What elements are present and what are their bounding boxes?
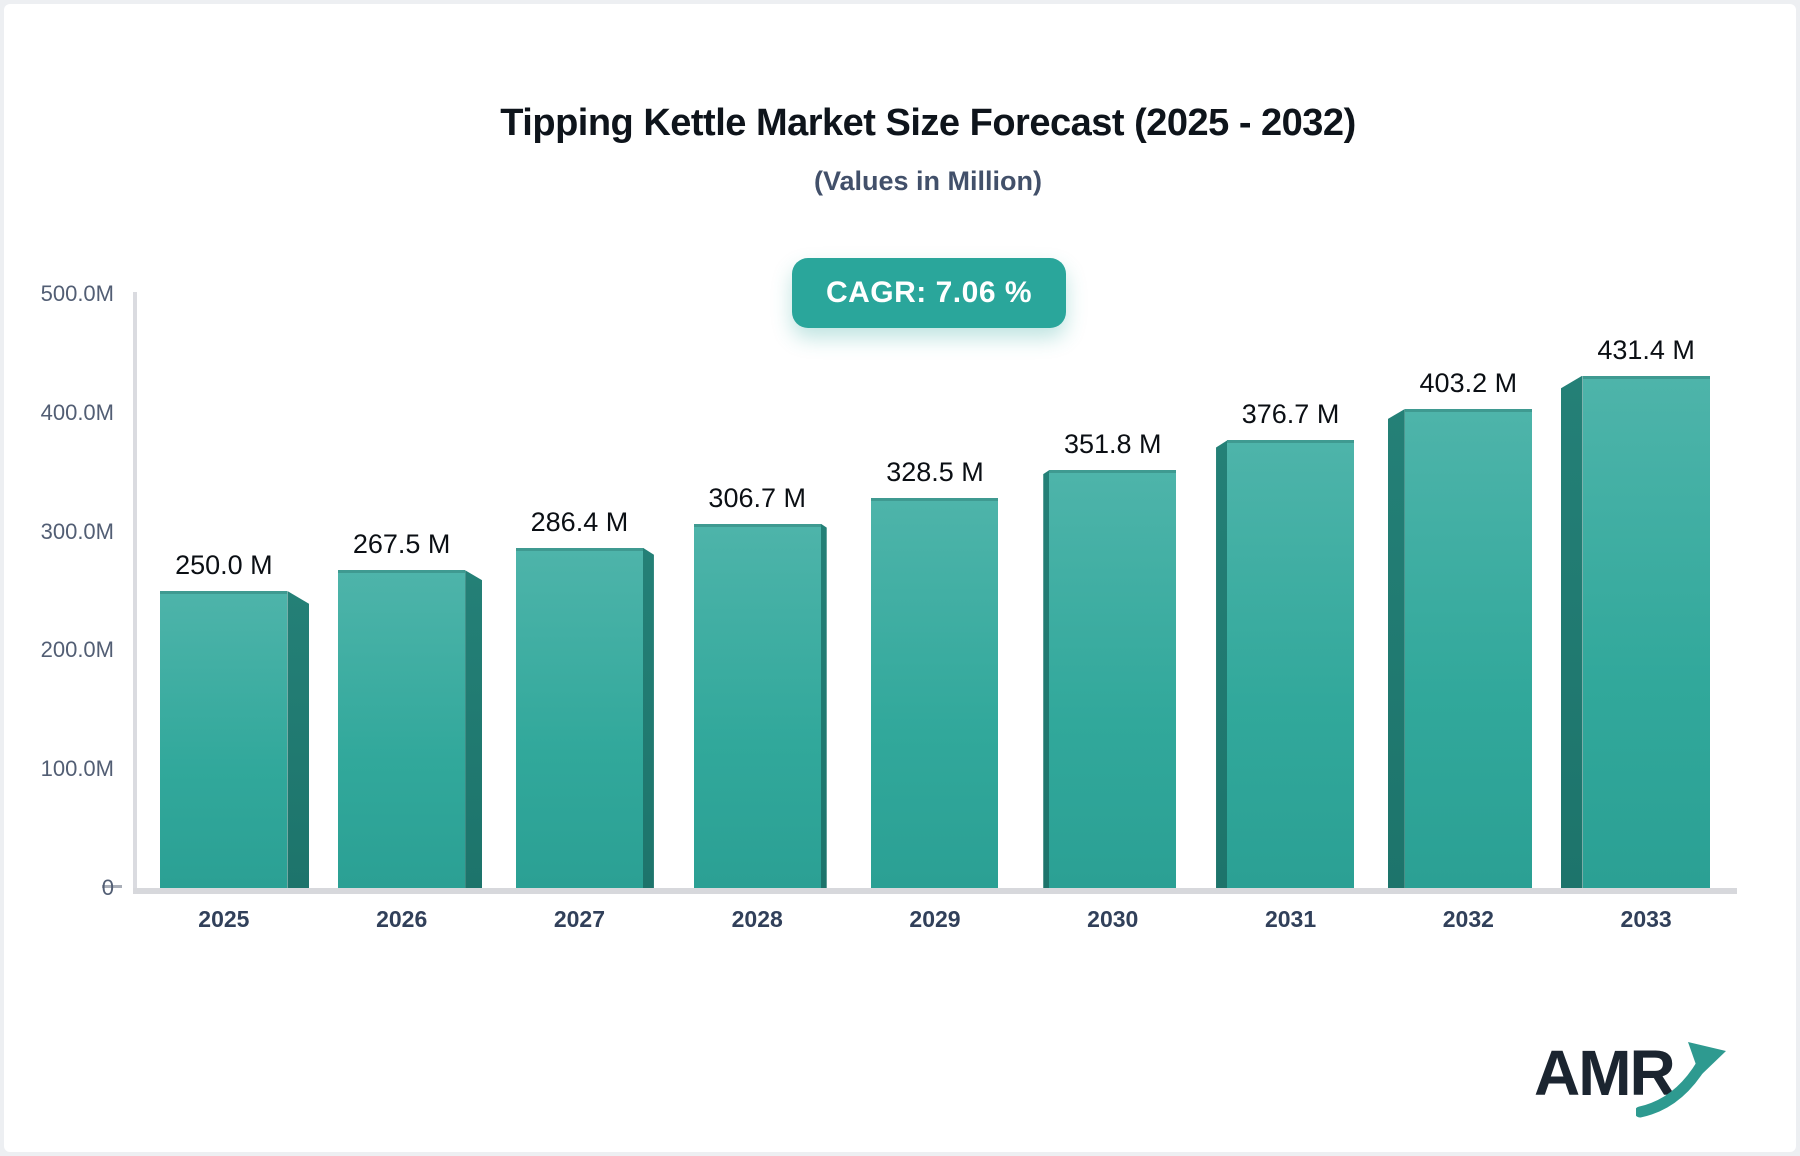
x-axis-tick-label: 2032 (1442, 906, 1494, 932)
bar-3d-side (820, 523, 827, 888)
y-axis-tick-label: 300.0M (40, 518, 114, 544)
bar-2033[interactable] (1582, 375, 1710, 888)
amr-logo: AMR (1534, 1036, 1734, 1126)
bar-slot: 306.7 M (668, 294, 846, 888)
x-axis-tick-label: 2025 (198, 906, 250, 932)
y-axis-tick-label: 200.0M (40, 637, 114, 663)
x-axis-line (133, 888, 1737, 894)
bar-value-label: 403.2 M (1419, 368, 1518, 398)
bar-2030[interactable] (1049, 470, 1177, 888)
x-axis-tick-label: 2029 (909, 906, 961, 932)
y-axis-tick-label: 0 (101, 875, 114, 900)
bar-3d-side (287, 591, 310, 888)
y-axis-tick-label: 500.0M (40, 281, 114, 306)
bar-3d-side (1560, 375, 1583, 888)
cagr-badge: CAGR: 7.06 % (792, 258, 1066, 328)
bar-3d-side (1387, 409, 1405, 888)
bar-slot: 376.7 M (1202, 294, 1380, 888)
bar-2025[interactable] (160, 591, 288, 888)
plot-area: 250.0 M 267.5 M 286.4 M 306.7 M 328.5 M 351.8… (135, 294, 1735, 888)
x-axis-tick-label: 2027 (553, 906, 606, 932)
bar-value-label: 250.0 M (175, 550, 273, 580)
bar-2027[interactable] (515, 547, 643, 888)
amr-logo-text: AMR (1534, 1037, 1676, 1109)
bar-slot: 351.8 M (1024, 294, 1202, 888)
bar-value-label: 351.8 M (1063, 429, 1162, 460)
zero-tick-mark (102, 885, 122, 888)
bar-slot: 267.5 M (313, 294, 491, 888)
bar-value-label: 328.5 M (886, 456, 984, 487)
bar-2026[interactable] (338, 570, 466, 888)
bar-3d-side (1043, 470, 1050, 888)
chart-card: Tipping Kettle Market Size Forecast (202… (4, 4, 1796, 1152)
bar-value-label: 286.4 M (530, 506, 629, 537)
bar-slot: 286.4 M (491, 294, 669, 888)
chart-subtitle: (Values in Million) (813, 166, 1043, 196)
bar-2028[interactable] (693, 523, 821, 888)
bar-value-label: 431.4 M (1597, 334, 1695, 365)
y-axis-tick-label: 100.0M (40, 756, 114, 782)
growth-arrow-icon (1636, 1042, 1726, 1118)
bar-2031[interactable] (1227, 440, 1355, 888)
x-axis-tick-label: 2028 (731, 906, 783, 932)
bar-slot: 250.0 M (135, 294, 313, 888)
x-axis-tick-label: 2026 (376, 906, 428, 932)
chart-title: Tipping Kettle Market Size Forecast (202… (500, 102, 1356, 144)
bar-3d-side (465, 570, 483, 888)
x-axis-tick-label: 2031 (1264, 906, 1317, 932)
bar-slot: 328.5 M (846, 294, 1024, 888)
bar-3d-side (1216, 440, 1228, 888)
bar-slot: 431.4 M (1557, 294, 1735, 888)
bar-value-label: 306.7 M (708, 482, 806, 513)
bar-2029[interactable] (871, 497, 999, 888)
cagr-badge-label: CAGR: 7.06 % (825, 276, 1033, 309)
bar-2032[interactable] (1404, 409, 1532, 888)
x-axis-tick-label: 2030 (1087, 906, 1139, 932)
x-axis-tick-label: 2033 (1620, 906, 1672, 932)
y-axis-tick-label: 400.0M (40, 399, 114, 425)
bar-value-label: 267.5 M (352, 529, 451, 560)
bar-3d-side (642, 547, 654, 888)
bar-slot: 403.2 M (1379, 294, 1557, 888)
y-axis-line (133, 292, 137, 890)
bar-value-label: 376.7 M (1241, 399, 1340, 430)
